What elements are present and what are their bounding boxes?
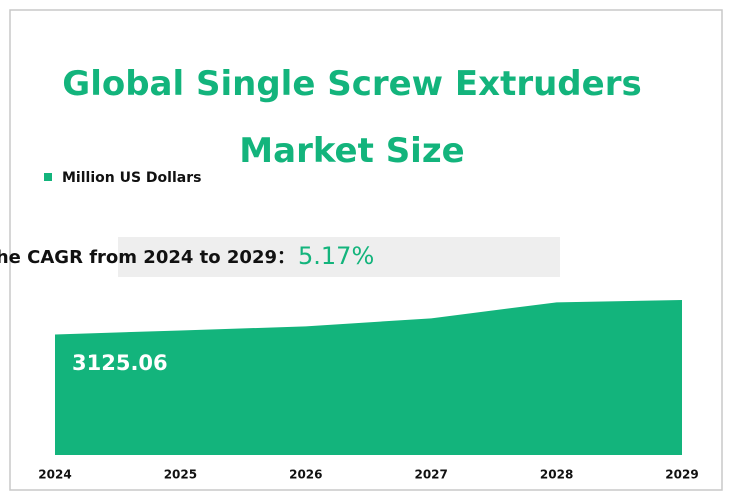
area	[55, 300, 682, 455]
cagr-label: The CAGR from 2024 to 2029：	[0, 247, 295, 268]
x-tick-label: 2027	[414, 468, 447, 482]
chart-title: Global Single Screw Extruders Market Size	[62, 64, 641, 171]
legend-swatch	[44, 173, 52, 181]
x-tick-label: 2026	[289, 468, 322, 482]
data-label: 3125.06	[72, 351, 168, 375]
x-tick-label: 2028	[540, 468, 573, 482]
cagr-box	[118, 237, 560, 277]
x-tick-label: 2024	[38, 468, 71, 482]
x-tick-label: 2029	[665, 468, 698, 482]
legend-label: Million US Dollars	[62, 170, 201, 186]
cagr-value: 5.17%	[298, 242, 374, 270]
x-tick-label: 2025	[164, 468, 197, 482]
